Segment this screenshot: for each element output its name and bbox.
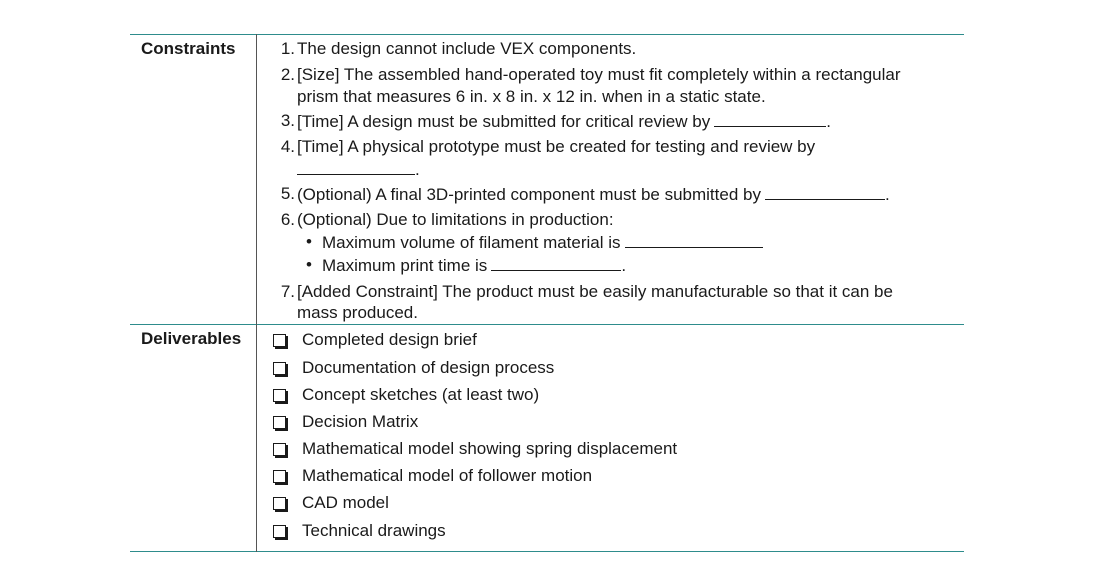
deliverable-item: Decision Matrix (302, 412, 419, 431)
table-section-rule (130, 324, 964, 325)
checkbox-icon[interactable] (273, 334, 286, 347)
constraint-number: 7. (280, 282, 295, 301)
constraint-text-continued: prism that measures 6 in. x 8 in. x 12 i… (297, 87, 766, 106)
constraint-text: [Time] A physical prototype must be crea… (297, 137, 816, 156)
checkbox-icon[interactable] (273, 362, 286, 375)
constraint-text: (Optional) A final 3D-printed component … (297, 185, 761, 204)
constraint-text: The design cannot include VEX components… (297, 39, 637, 58)
checkbox-icon[interactable] (273, 470, 286, 483)
document-table: Constraints Deliverables 1. The design c… (130, 34, 964, 552)
deliverable-item: Completed design brief (302, 330, 477, 349)
constraint-trail: . (884, 185, 890, 204)
fill-in-blank[interactable] (714, 110, 827, 127)
fill-in-blank[interactable] (297, 158, 415, 175)
constraint-text: (Optional) Due to limitations in product… (297, 210, 614, 229)
deliverable-item: Documentation of design process (302, 358, 555, 377)
constraint-subitem-text: Maximum volume of filament material is (322, 233, 621, 252)
table-column-divider (256, 34, 257, 552)
bullet-icon: • (306, 255, 312, 274)
checkbox-icon[interactable] (273, 525, 286, 538)
constraint-number: 4. (280, 137, 295, 156)
constraint-subitem-text: Maximum print time is (322, 256, 488, 275)
constraint-text: [Size] The assembled hand-operated toy m… (297, 65, 901, 84)
constraint-text: [Time] A design must be submitted for cr… (297, 112, 711, 131)
constraint-number: 5. (280, 184, 295, 203)
deliverable-item: Technical drawings (302, 521, 446, 540)
checkbox-icon[interactable] (273, 416, 286, 429)
constraint-trail: . (415, 160, 420, 179)
constraint-text-continued: mass produced. (297, 303, 418, 322)
constraint-number: 1. (280, 39, 295, 58)
constraint-text: [Added Constraint] The product must be e… (297, 282, 893, 301)
constraint-trail: . (621, 256, 627, 275)
fill-in-blank[interactable] (624, 231, 763, 248)
constraint-number: 3. (280, 111, 295, 130)
constraint-subitem: Maximum volume of filament material is (322, 231, 763, 253)
deliverables-label: Deliverables (141, 329, 242, 348)
constraint-trail: . (826, 112, 831, 131)
fill-in-blank[interactable] (491, 254, 622, 271)
deliverable-item: Mathematical model of follower motion (302, 466, 593, 485)
checkbox-icon[interactable] (273, 443, 286, 456)
bullet-icon: • (306, 232, 312, 251)
deliverable-item: Concept sketches (at least two) (302, 385, 540, 404)
deliverable-item: CAD model (302, 493, 389, 512)
table-bottom-rule (130, 551, 964, 552)
checkbox-icon[interactable] (273, 389, 286, 402)
checkbox-icon[interactable] (273, 497, 286, 510)
constraint-subitem: Maximum print time is. (322, 254, 626, 276)
constraint-number: 2. (280, 65, 295, 84)
deliverable-item: Mathematical model showing spring displa… (302, 439, 678, 458)
fill-in-blank[interactable] (764, 183, 885, 200)
constraints-label: Constraints (141, 39, 236, 58)
constraint-number: 6. (280, 210, 295, 229)
table-top-rule (130, 34, 964, 35)
